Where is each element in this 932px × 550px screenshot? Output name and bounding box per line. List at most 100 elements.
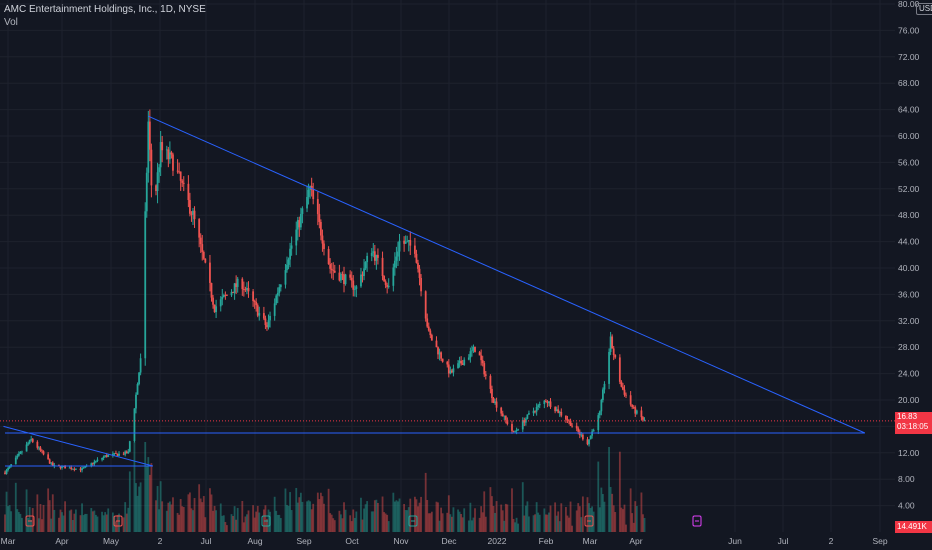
volume-bar xyxy=(387,521,390,532)
candle-body xyxy=(198,219,201,238)
y-tick-label: 32.00 xyxy=(898,316,920,326)
volume-bar xyxy=(608,447,610,532)
event-marker-icon[interactable] xyxy=(584,515,594,527)
volume-bar xyxy=(578,506,581,532)
candle-body xyxy=(278,287,281,293)
candle-body xyxy=(255,301,258,306)
trendline[interactable] xyxy=(3,425,154,467)
event-marker-icon[interactable] xyxy=(113,515,123,527)
candle-body xyxy=(546,401,549,404)
event-marker-icon[interactable] xyxy=(408,515,418,527)
candle-body xyxy=(161,142,164,151)
volume-bar xyxy=(187,494,190,532)
candle-body xyxy=(377,254,379,258)
volume-bar xyxy=(284,488,287,532)
y-tick-label: 44.00 xyxy=(898,237,920,247)
volume-bar xyxy=(155,500,157,532)
candle-body xyxy=(14,457,17,465)
volume-bar xyxy=(571,525,573,532)
volume-bar xyxy=(138,486,140,532)
candle-body xyxy=(111,453,114,456)
candle-body xyxy=(266,325,268,328)
candle-body xyxy=(31,438,34,442)
candle-body xyxy=(242,289,245,290)
volume-bar xyxy=(333,520,336,532)
volume-bar xyxy=(144,442,147,532)
candle-body xyxy=(427,326,430,331)
symbol-title[interactable]: AMC Entertainment Holdings, Inc., 1D, NY… xyxy=(4,4,206,15)
volume-bar xyxy=(301,501,304,532)
event-marker-icon[interactable] xyxy=(692,515,702,527)
volume-bar xyxy=(209,488,211,532)
candle-body xyxy=(534,410,536,412)
candle-body xyxy=(312,189,315,200)
candle-body xyxy=(201,244,204,252)
volume-bar xyxy=(524,505,527,532)
volume-bar xyxy=(252,505,254,532)
volume-bar xyxy=(500,504,503,532)
volume-bar xyxy=(316,492,319,532)
candle-body xyxy=(440,352,442,359)
volume-bar xyxy=(546,514,549,532)
candle-body xyxy=(435,340,438,348)
volume-bar xyxy=(452,507,455,532)
volume-bar xyxy=(59,509,62,532)
event-marker-icon[interactable] xyxy=(25,515,35,527)
time-axis[interactable]: Mar Apr May 2 Jul Aug Sep Oct Nov Dec 2022 Feb Mar Ap… xyxy=(1,536,888,546)
candle-body xyxy=(372,251,375,253)
trendlines[interactable] xyxy=(3,115,866,467)
volume-bar xyxy=(463,508,466,532)
candle-body xyxy=(10,464,13,466)
volume-bar xyxy=(597,461,600,532)
volume-legend[interactable]: Vol xyxy=(4,17,18,28)
candle-body xyxy=(426,318,429,327)
candle-body xyxy=(500,407,503,414)
candle-body xyxy=(586,439,589,445)
volume-bar xyxy=(321,496,324,532)
volume-bar xyxy=(420,496,422,532)
candles xyxy=(4,109,646,475)
volume-bar xyxy=(192,510,194,532)
volume-bar xyxy=(5,491,8,532)
price-axis[interactable]: 80.00 76.00 72.00 68.00 64.00 60.00 56.00 52.00… xyxy=(898,0,920,511)
trendline[interactable] xyxy=(148,115,866,434)
candle-body xyxy=(622,386,624,390)
volume-bar xyxy=(8,505,11,532)
candle-body xyxy=(373,251,376,261)
volume-bar xyxy=(386,514,389,532)
candle-body xyxy=(504,415,507,420)
candle-body xyxy=(7,467,9,471)
candle-body xyxy=(600,399,603,412)
volume-bar xyxy=(484,516,487,532)
volume-bar xyxy=(474,508,476,532)
volume-bar xyxy=(327,488,330,532)
volume-bar xyxy=(122,517,125,532)
volume-bar xyxy=(147,457,150,532)
volume-bar xyxy=(50,518,53,532)
candle-body xyxy=(631,404,634,408)
candle-body xyxy=(474,346,476,353)
y-tick-label: 8.00 xyxy=(898,474,915,484)
candle-body xyxy=(167,149,170,160)
candle-body xyxy=(515,429,518,432)
volume-bar xyxy=(575,510,578,532)
volume-bar xyxy=(515,517,518,532)
candle-body xyxy=(91,463,94,465)
candle-body xyxy=(50,462,53,464)
candle-body xyxy=(344,274,347,285)
event-marker-icon[interactable] xyxy=(261,515,271,527)
event-markers[interactable] xyxy=(25,515,702,527)
candle-body xyxy=(360,274,362,287)
y-tick-label: 64.00 xyxy=(898,105,920,115)
volume-bar xyxy=(426,500,429,532)
candle-body xyxy=(59,465,62,469)
volume-bar xyxy=(93,510,96,532)
volume-bar xyxy=(295,487,298,532)
volume-bar xyxy=(460,514,463,532)
volume-bar xyxy=(7,506,9,532)
currency-badge[interactable]: USD xyxy=(916,3,932,15)
volume-bar xyxy=(447,495,450,532)
volume-bar xyxy=(219,503,222,532)
candle-body xyxy=(16,455,19,458)
